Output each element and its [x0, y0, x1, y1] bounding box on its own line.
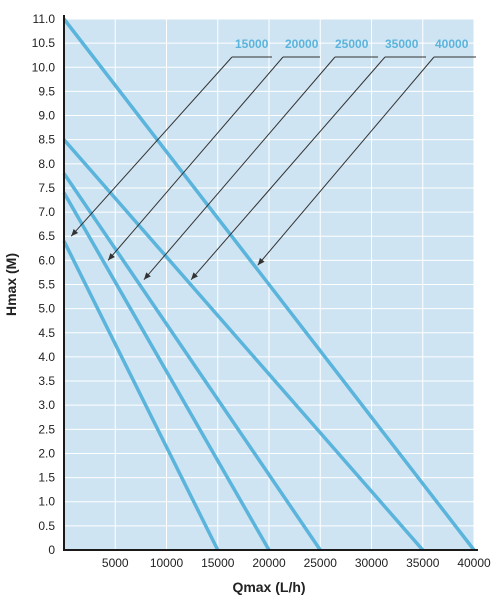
annotation-arrowhead-15000 [71, 229, 79, 237]
legend: 15000 20000 25000 35000 40000 [235, 37, 469, 51]
annotations [70, 56, 476, 281]
x-tick-label: 5000 [102, 556, 129, 570]
annotation-arrowhead-25000 [143, 272, 151, 280]
legend-label-35000: 35000 [385, 37, 419, 51]
y-tick-label: 2.5 [38, 422, 55, 436]
annotation-leader-15000 [70, 56, 233, 237]
x-tick-label: 30000 [355, 556, 389, 570]
y-tick-label: 10.5 [32, 36, 56, 50]
y-tick-label: 10.0 [32, 60, 56, 74]
y-tick-label: 6.5 [38, 229, 55, 243]
y-tick-label: 6.0 [38, 253, 55, 267]
annotation-arrowhead-20000 [108, 253, 115, 261]
y-tick-label: 3.5 [38, 374, 55, 388]
legend-label-15000: 15000 [235, 37, 269, 51]
y-tick-label: 7.5 [38, 181, 55, 195]
y-tick-label: 3.0 [38, 398, 55, 412]
series-line-40000 [62, 17, 476, 552]
series-line-20000 [62, 191, 271, 551]
series-lines [62, 17, 476, 552]
annotation-leader-40000 [257, 56, 435, 266]
y-tick-label: 8.5 [38, 133, 55, 147]
y-tick-label: 0.5 [38, 519, 55, 533]
x-tick-label: 40000 [457, 556, 491, 570]
y-tick-label: 1.0 [38, 495, 55, 509]
series-line-15000 [62, 240, 220, 551]
x-tick-label: 35000 [406, 556, 440, 570]
y-tick-labels: 0 0.5 1.0 1.5 2.0 2.5 3.0 3.5 4.0 4.5 5.0 5.5 6.0 6.5… [32, 12, 56, 557]
y-tick-label: 8.0 [38, 157, 55, 171]
legend-label-20000: 20000 [285, 37, 319, 51]
annotation-leader-25000 [143, 56, 336, 280]
legend-label-40000: 40000 [435, 37, 469, 51]
x-tick-label: 15000 [201, 556, 235, 570]
x-tick-label: 25000 [304, 556, 338, 570]
annotation-arrowhead-40000 [257, 257, 265, 266]
y-tick-label: 4.5 [38, 326, 55, 340]
y-tick-label: 5.0 [38, 302, 55, 316]
y-tick-label: 9.0 [38, 109, 55, 123]
x-tick-label: 20000 [252, 556, 286, 570]
x-tick-label: 10000 [150, 556, 184, 570]
series-line-35000 [62, 138, 425, 552]
y-tick-label: 5.5 [38, 278, 55, 292]
y-tick-label: 2.0 [38, 446, 55, 460]
annotation-arrowhead-35000 [191, 272, 198, 280]
axes [63, 15, 478, 551]
y-axis-title: Hmax (M) [3, 253, 19, 316]
legend-label-25000: 25000 [335, 37, 369, 51]
y-tick-label: 0 [48, 543, 55, 557]
annotation-leader-35000 [190, 56, 386, 281]
y-tick-label: 1.5 [38, 471, 55, 485]
y-tick-label: 4.0 [38, 350, 55, 364]
x-tick-labels: 5000 10000 15000 20000 25000 30000 35000 40000 [102, 556, 491, 570]
y-tick-label: 9.5 [38, 84, 55, 98]
x-axis-title: Qmax (L/h) [232, 579, 305, 595]
series-line-25000 [62, 172, 322, 551]
y-tick-label: 7.0 [38, 205, 55, 219]
y-tick-label: 11.0 [33, 12, 56, 26]
annotation-leader-20000 [107, 56, 284, 261]
